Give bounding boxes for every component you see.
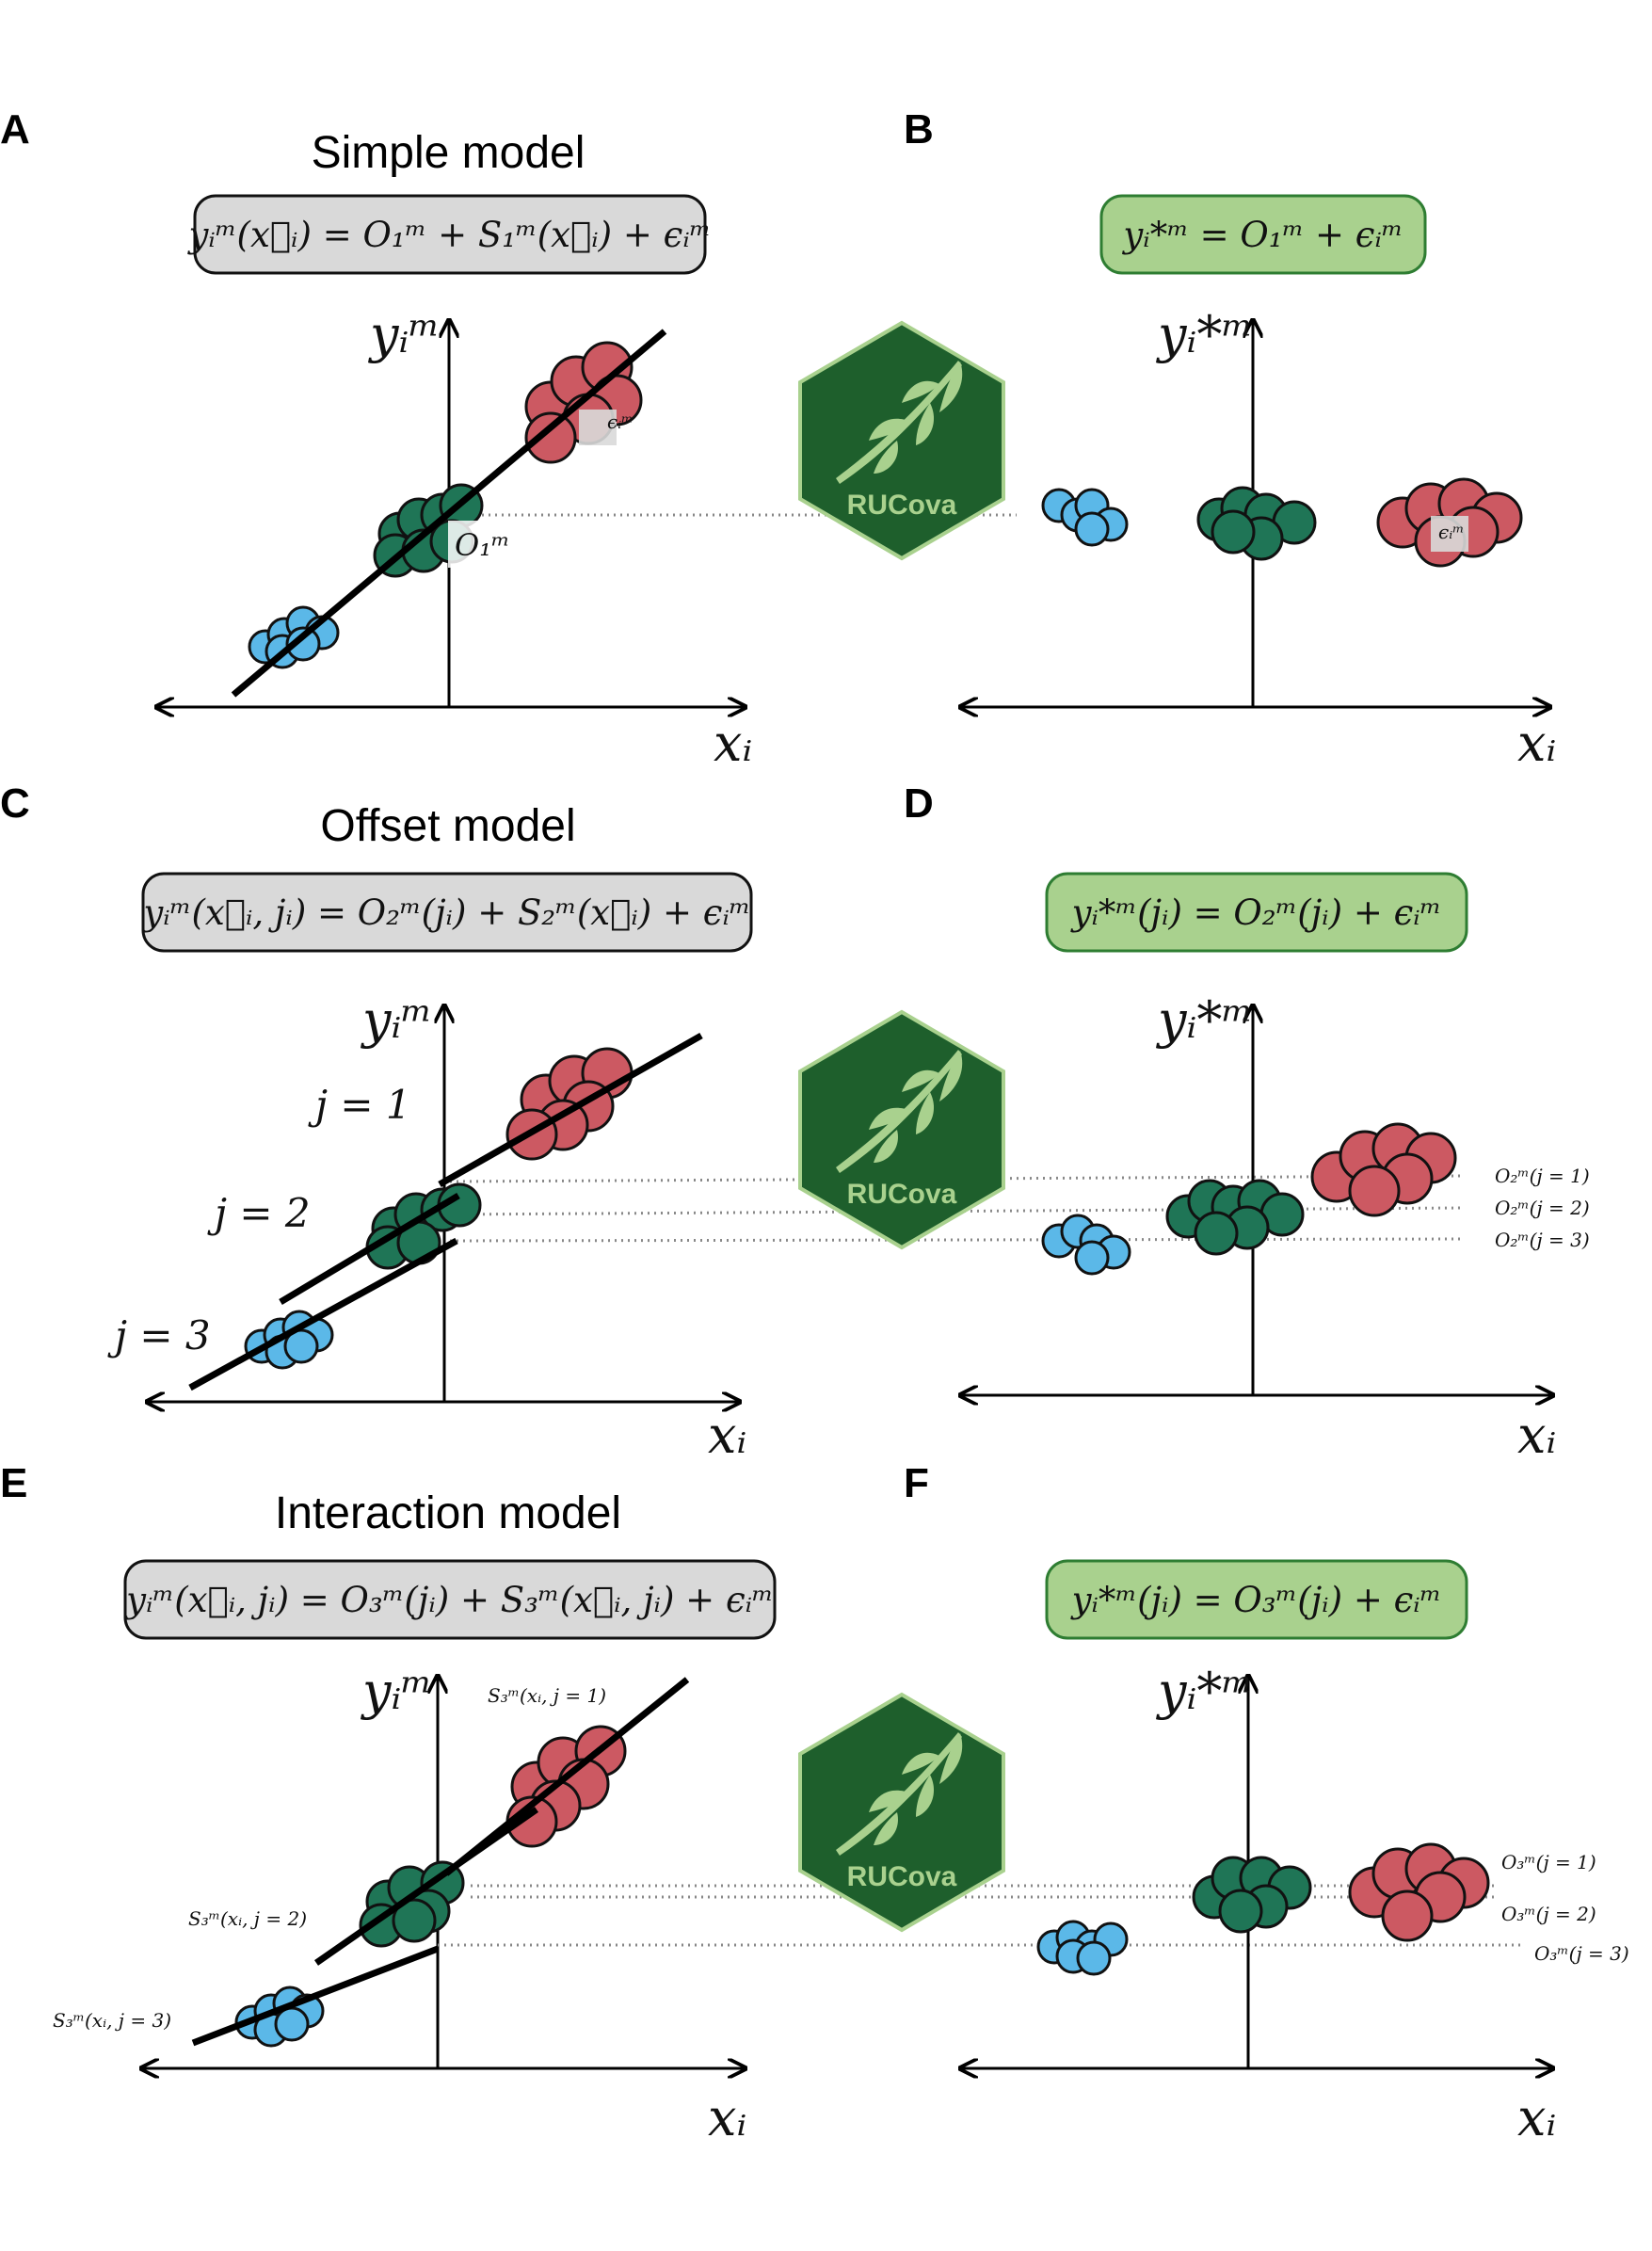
logo-text-2: RUCova (847, 1179, 957, 1210)
arugula-leaf-icon (836, 1050, 963, 1173)
equation-box-c (141, 872, 753, 953)
model-title-simple: Simple model (312, 128, 585, 178)
x-axis-label-b: xᵢ (1517, 714, 1556, 773)
y-axis-label-e: yᵢᵐ (361, 1662, 433, 1721)
x-axis-label-d: xᵢ (1517, 1406, 1556, 1465)
regression-line-c1 (438, 1032, 703, 1188)
equation-box-e (123, 1559, 777, 1640)
regression-line-e2 (313, 1807, 539, 1966)
j3-label-c: j = 3 (107, 1312, 211, 1359)
offset-label-d2: O₂ᵐ(j = 2) (1495, 1197, 1590, 1219)
logo-text-1: RUCova (847, 490, 957, 521)
regression-line-c2 (279, 1192, 460, 1306)
blue-points-d (1041, 1214, 1131, 1276)
green-points-d (1165, 1179, 1305, 1256)
slope-label-e1: S₃ᵐ(xᵢ, j = 1) (488, 1684, 606, 1707)
error-label-a: ϵᵢᵐ (607, 410, 634, 433)
error-box-b (1431, 516, 1468, 552)
red-points-b (1376, 477, 1523, 568)
y-axis-label-f: yᵢ*ᵐ (1156, 1662, 1254, 1721)
equation-f: yᵢ*ᵐ(jᵢ) = O₃ᵐ(jᵢ) + ϵᵢᵐ (1070, 1580, 1442, 1620)
equation-box-f (1045, 1559, 1468, 1640)
equation-c: yᵢᵐ(x⃗ᵢ, jᵢ) = O₂ᵐ(jᵢ) + S₂ᵐ(x⃗ᵢ) + ϵᵢᵐ (141, 892, 750, 933)
y-axis-label-b: yᵢ*ᵐ (1156, 305, 1254, 364)
offset-label-f1: O₃ᵐ(j = 1) (1501, 1851, 1596, 1873)
offset-label-d3: O₂ᵐ(j = 3) (1495, 1229, 1590, 1251)
equation-e: yᵢᵐ(x⃗ᵢ, jᵢ) = O₃ᵐ(jᵢ) + S₃ᵐ(x⃗ᵢ, jᵢ) + … (124, 1580, 774, 1620)
model-title-interaction: Interaction model (275, 1488, 621, 1538)
offset-label-d1: O₂ᵐ(j = 1) (1495, 1165, 1590, 1187)
x-axis-label-a: xᵢ (714, 714, 752, 773)
y-axis-label-d: yᵢ*ᵐ (1156, 990, 1254, 1050)
panel-c: C Offset model yᵢᵐ(x⃗ᵢ, jᵢ) = O₂ᵐ(jᵢ) + … (0, 780, 1465, 1465)
logo-text-3: RUCova (847, 1861, 957, 1892)
slope-label-e2: S₃ᵐ(xᵢ, j = 2) (188, 1907, 307, 1930)
panel-f: F yᵢ*ᵐ(jᵢ) = O₃ᵐ(jᵢ) + ϵᵢᵐ yᵢ*ᵐ xᵢ O₃ᵐ(j… (904, 1460, 1629, 2147)
error-label-b: ϵᵢᵐ (1438, 521, 1465, 543)
panel-a: A Simple model yᵢᵐ(x⃗ᵢ) = O₁ᵐ + S₁ᵐ(x⃗ᵢ)… (0, 106, 1017, 773)
y-axis-label-a: yᵢᵐ (368, 305, 441, 364)
equation-a: yᵢᵐ(x⃗ᵢ) = O₁ᵐ + S₁ᵐ(x⃗ᵢ) + ϵᵢᵐ (187, 215, 712, 255)
green-points-b (1196, 486, 1317, 561)
panel-letter-d: D (904, 780, 934, 827)
regression-line-c3 (188, 1237, 458, 1391)
green-points-f (1192, 1856, 1312, 1934)
j2-label-c: j = 2 (207, 1190, 311, 1236)
red-points-d (1310, 1122, 1457, 1217)
red-points-a (524, 341, 643, 464)
offset-label-bg-a (448, 521, 523, 568)
j1-label-c: j = 1 (308, 1082, 411, 1128)
model-title-offset: Offset model (320, 801, 575, 851)
rucova-logo-3: RUCova (798, 1692, 1005, 1933)
offset-dotted-line-c1 (449, 1174, 1465, 1183)
green-points-e (359, 1860, 465, 1948)
panel-b: B yᵢ*ᵐ = O₁ᵐ + ϵᵢᵐ yᵢ*ᵐ xᵢ (904, 106, 1556, 773)
panel-letter-b: B (904, 106, 934, 153)
slope-label-e3: S₃ᵐ(xᵢ, j = 3) (53, 2009, 171, 2032)
equation-box-d (1045, 872, 1468, 953)
panel-e: E Interaction model yᵢᵐ(x⃗ᵢ, jᵢ) = O₃ᵐ(j… (0, 1460, 1520, 2147)
panel-d: D yᵢ*ᵐ(jᵢ) = O₂ᵐ(jᵢ) + ϵᵢᵐ yᵢ*ᵐ xᵢ O₂ᵐ(j… (904, 780, 1590, 1465)
regression-line-a (231, 329, 667, 698)
rucova-logo-2: RUCova (798, 1009, 1005, 1250)
blue-points-e (234, 1986, 325, 2048)
panel-letter-f: F (904, 1460, 929, 1506)
x-axis-label-e: xᵢ (708, 2088, 746, 2147)
equation-b: yᵢ*ᵐ = O₁ᵐ + ϵᵢᵐ (1121, 215, 1403, 255)
rucova-logo-1: RUCova (798, 320, 1005, 561)
blue-points-b (1041, 488, 1129, 547)
x-axis-label-f: xᵢ (1517, 2088, 1556, 2147)
arugula-leaf-icon (836, 1732, 963, 1856)
regression-line-e3 (191, 1945, 440, 2047)
red-points-c (505, 1047, 634, 1161)
offset-label-f2: O₃ᵐ(j = 2) (1501, 1903, 1596, 1925)
blue-points-f (1036, 1920, 1129, 1976)
arugula-leaf-icon (836, 361, 963, 484)
equation-d: yᵢ*ᵐ(jᵢ) = O₂ᵐ(jᵢ) + ϵᵢᵐ (1070, 892, 1442, 933)
y-axis-label-c: yᵢᵐ (361, 990, 433, 1050)
equation-box-b (1099, 194, 1427, 275)
panel-letter-c: C (0, 780, 30, 827)
offset-label-a: O₁ᵐ (455, 527, 510, 563)
panel-letter-e: E (0, 1460, 27, 1506)
offset-dotted-line-c3 (449, 1237, 1465, 1243)
x-axis-label-c: xᵢ (708, 1406, 746, 1465)
red-points-f (1348, 1842, 1490, 1942)
offset-label-f3: O₃ᵐ(j = 3) (1534, 1942, 1629, 1965)
panel-letter-a: A (0, 106, 30, 153)
error-box-a (579, 410, 617, 445)
equation-box-a (193, 194, 707, 275)
